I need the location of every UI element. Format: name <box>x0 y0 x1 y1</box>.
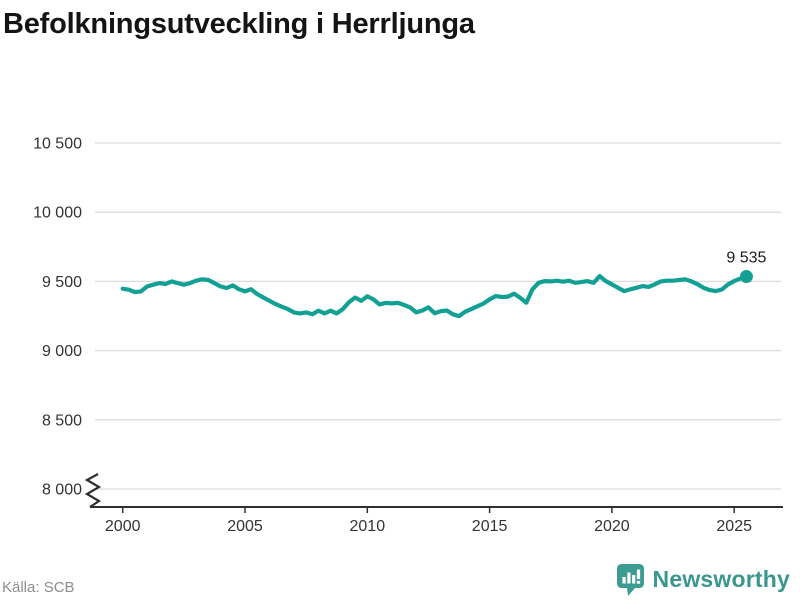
x-axis-tick-label: 2005 <box>227 518 263 535</box>
y-axis-tick-label: 10 500 <box>33 136 82 153</box>
x-axis-tick-label: 2025 <box>716 518 752 535</box>
brand-logo: Newsworthy <box>615 562 790 597</box>
y-axis-tick-label: 9 000 <box>42 343 82 360</box>
population-series-line <box>120 274 749 319</box>
x-axis-tick-label: 2010 <box>350 518 386 535</box>
latest-value-dot <box>739 270 753 284</box>
y-axis-tick-label: 10 000 <box>33 205 82 222</box>
y-axis-tick-label: 8 500 <box>42 412 82 429</box>
latest-value-label: 9 535 <box>726 250 766 267</box>
x-axis-tick-label: 2000 <box>105 518 141 535</box>
source-label: Källa: SCB <box>2 579 75 596</box>
brand-name: Newsworthy <box>652 566 790 592</box>
y-axis-break-icon <box>84 473 102 508</box>
x-axis-tick-label: 2015 <box>472 518 508 535</box>
newsworthy-bubble-chart-icon <box>616 564 644 596</box>
x-axis-tick-label: 2020 <box>594 518 630 535</box>
y-axis-tick-label: 9 500 <box>42 274 82 291</box>
y-axis-tick-label: 8 000 <box>42 482 82 499</box>
page-title: Befolkningsutveckling i Herrljunga <box>3 8 475 40</box>
